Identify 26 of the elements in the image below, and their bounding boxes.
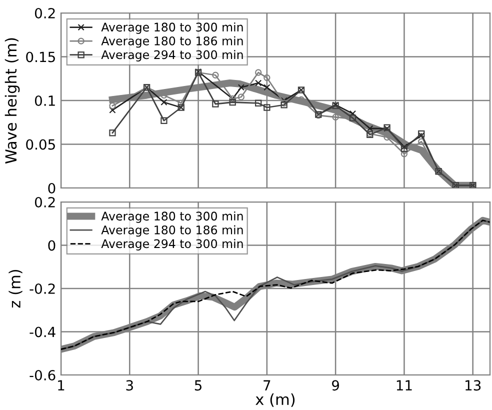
- y-axis-title: z (m): [8, 270, 22, 308]
- y-axis-title: Wave height (m): [4, 38, 20, 164]
- y-tick-label: 0.2: [34, 8, 55, 18]
- y-tick-label: 0.2: [34, 196, 55, 208]
- legend-label: Average 180 to 300 min: [101, 211, 243, 223]
- y-tick-label: 0.05: [26, 139, 55, 150]
- x-tick-label: 7: [264, 380, 270, 390]
- y-tick-label: -0.4: [30, 326, 56, 338]
- y-tick-label: 0: [48, 240, 56, 251]
- y-tick-label: -0.2: [30, 283, 55, 294]
- x-axis-title: x (m): [256, 393, 295, 407]
- legend-label: Average 180 to 300 min: [101, 22, 243, 34]
- x-tick-label: 3: [126, 380, 133, 391]
- legend-label: Average 294 to 300 min: [101, 239, 243, 250]
- legend-label: Average 180 to 186 min: [101, 225, 243, 237]
- legend-label: Average 180 to 186 min: [101, 36, 243, 48]
- y-tick-label: -0.6: [30, 370, 56, 380]
- x-tick-label: 13: [466, 380, 481, 391]
- y-tick-label: 0: [48, 182, 56, 194]
- x-tick-label: 1: [58, 380, 64, 390]
- legend-label: Average 294 to 300 min: [101, 50, 243, 62]
- x-tick-label: 9: [332, 380, 339, 391]
- x-tick-label: 11: [396, 380, 412, 390]
- x-tick-label: 5: [194, 380, 202, 391]
- y-tick-label: 0.1: [34, 95, 55, 106]
- y-tick-label: 0.15: [26, 52, 55, 62]
